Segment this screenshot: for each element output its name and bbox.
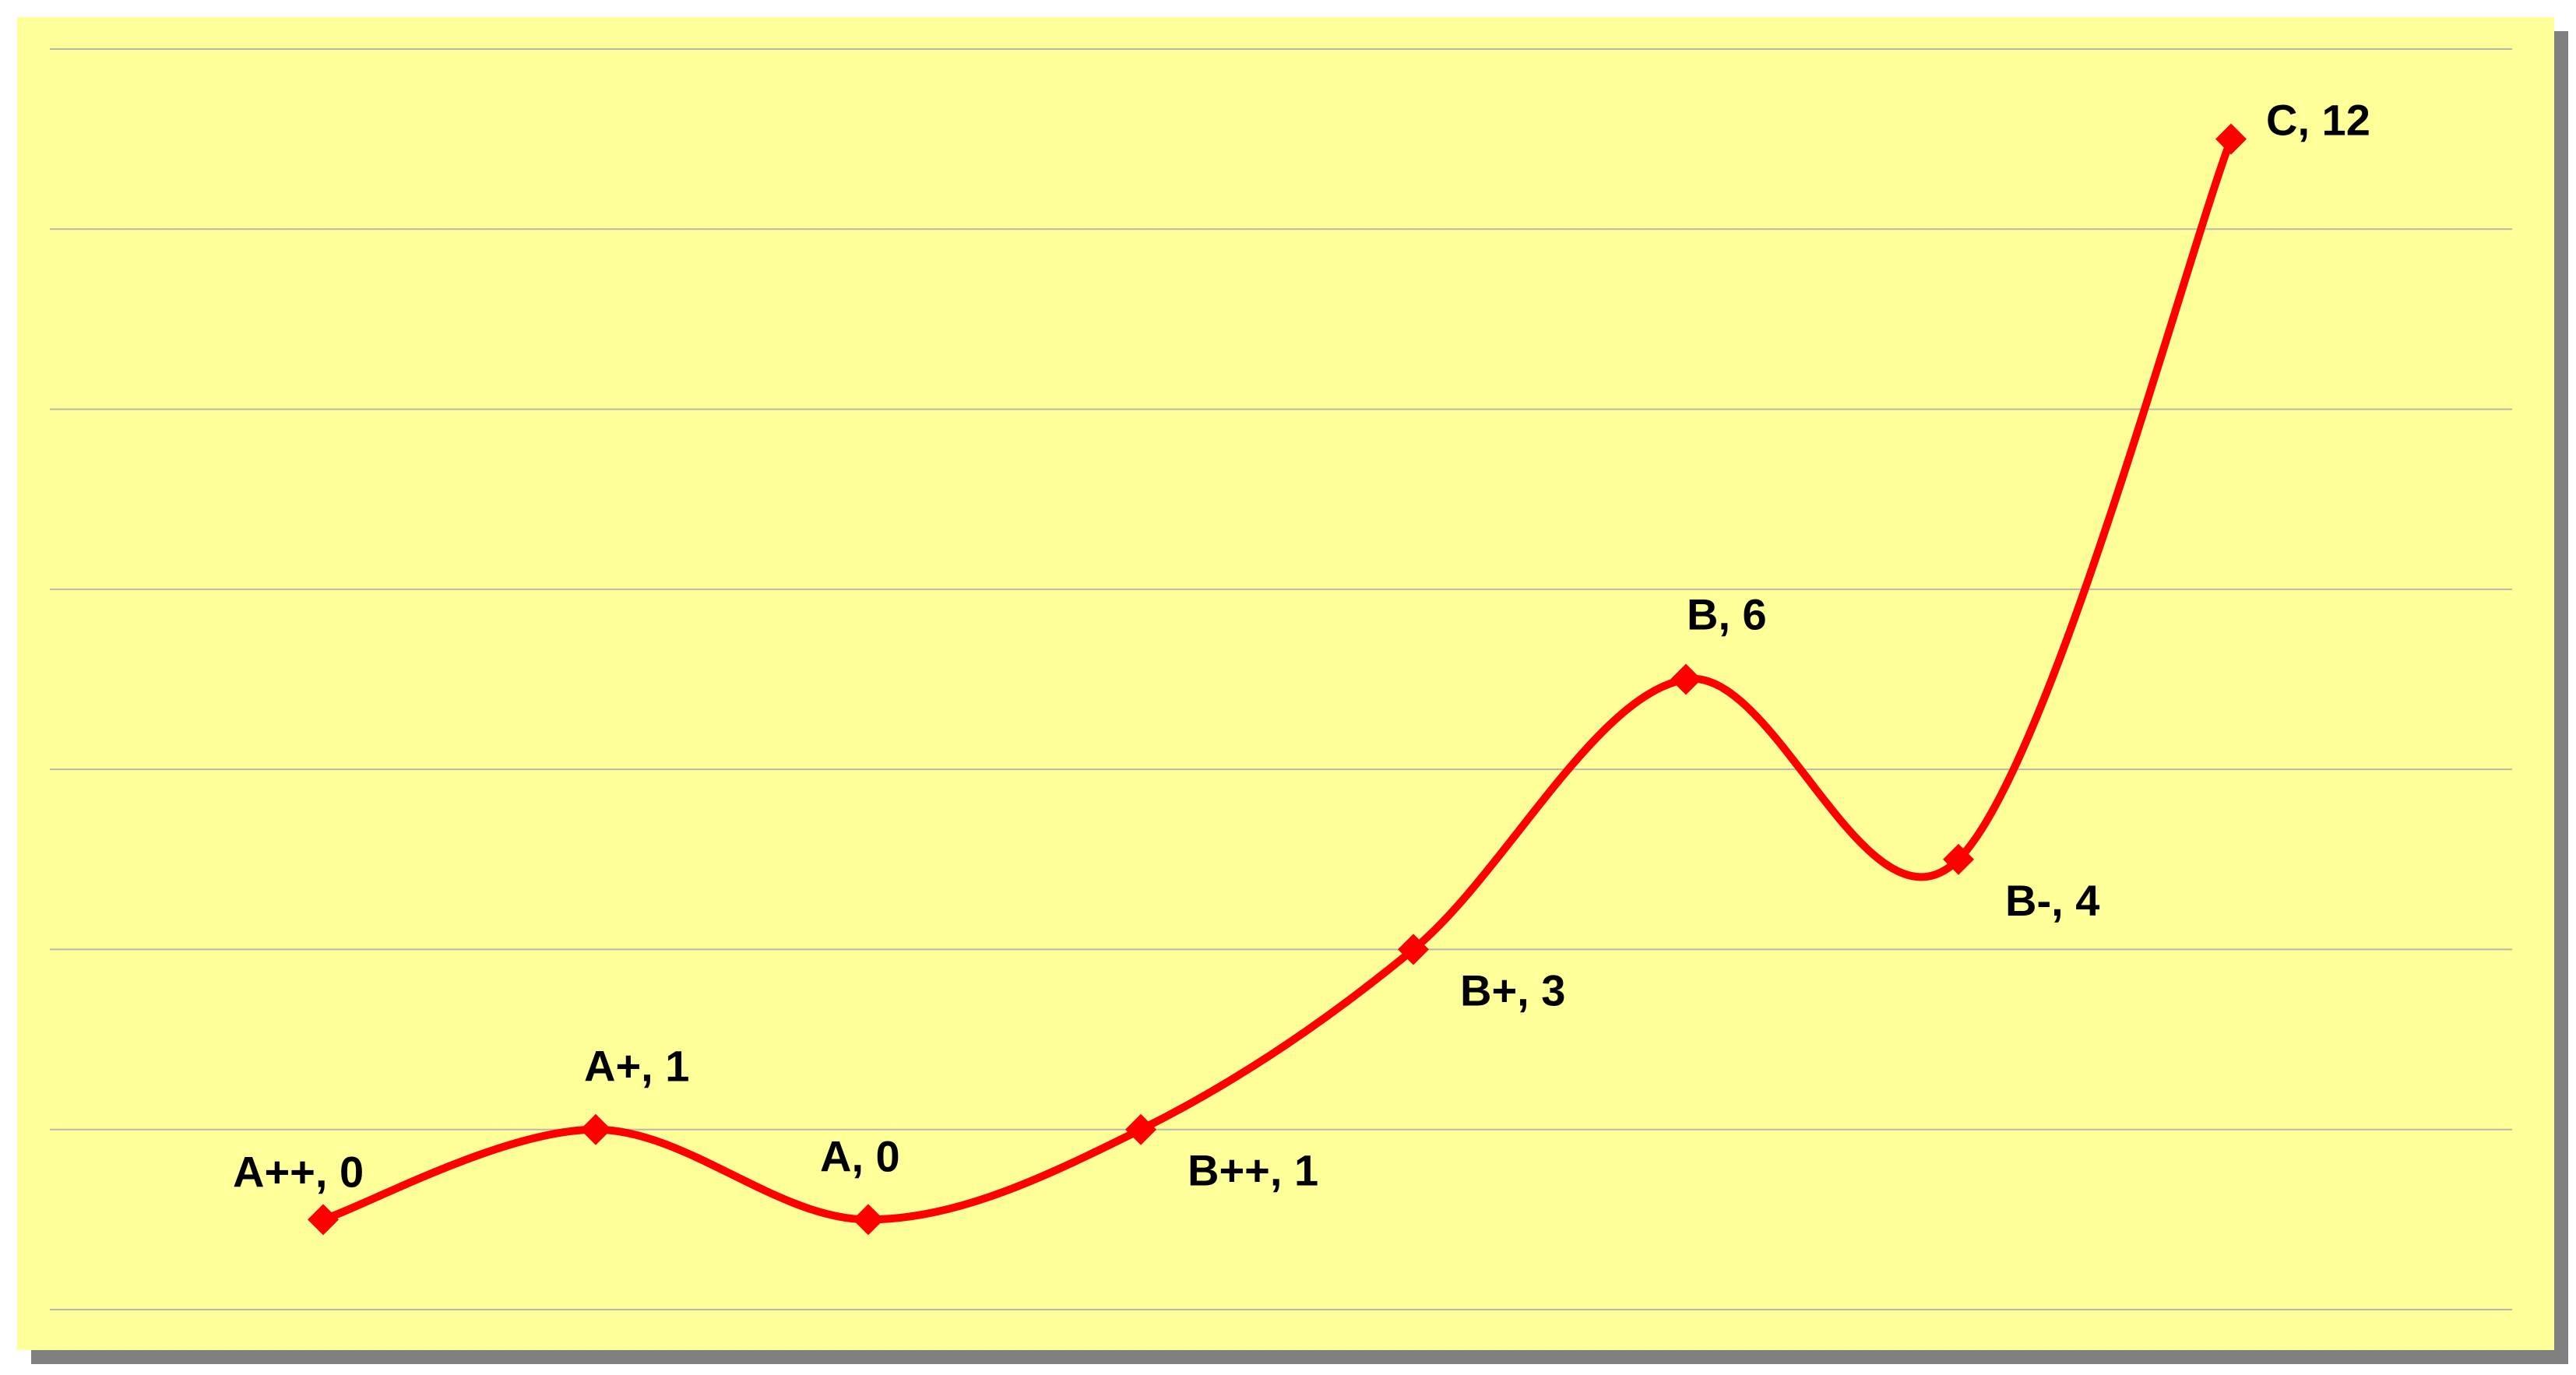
data-point-aplusplus [308,1204,339,1236]
plot-area-background [17,17,2554,1350]
data-label: B++, 1 [1188,1146,1318,1195]
data-point-bminus [1943,843,1974,875]
data-point-a [853,1204,884,1236]
data-label: A++, 0 [233,1147,364,1196]
gridlines [50,48,2512,1310]
data-labels: A++, 0 A+, 1 A, 0 B++, 1 B+, 3 B, 6 B-, 4 C, 12 [233,96,2370,1197]
data-markers [308,123,2247,1236]
data-point-bplusplus [1125,1113,1156,1145]
data-point-bplus [1398,934,1429,965]
data-label: A, 0 [820,1131,900,1180]
data-label: B, 6 [1687,590,1767,639]
data-point-c [2215,123,2247,155]
data-point-aplus [580,1113,611,1145]
data-label: C, 12 [2266,96,2370,145]
data-label: A+, 1 [584,1042,689,1091]
data-label: B+, 3 [1460,965,1565,1015]
data-point-b [1670,663,1701,695]
data-label: B-, 4 [2005,876,2099,925]
